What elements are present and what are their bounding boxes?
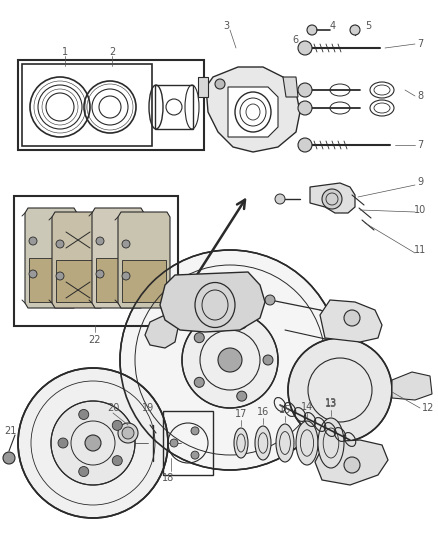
Circle shape <box>297 101 311 115</box>
Polygon shape <box>29 258 73 302</box>
Polygon shape <box>391 372 431 400</box>
Circle shape <box>122 240 130 248</box>
Text: 11: 11 <box>413 245 425 255</box>
Polygon shape <box>283 77 297 97</box>
Text: 15: 15 <box>278 405 290 415</box>
Circle shape <box>51 401 135 485</box>
Circle shape <box>194 377 204 387</box>
Text: 8: 8 <box>416 91 422 101</box>
Circle shape <box>321 189 341 209</box>
Circle shape <box>3 452 15 464</box>
Bar <box>18 60 204 150</box>
Text: 1: 1 <box>62 47 68 57</box>
Circle shape <box>343 457 359 473</box>
Circle shape <box>112 421 122 430</box>
Circle shape <box>215 79 225 89</box>
Circle shape <box>297 83 311 97</box>
Circle shape <box>56 272 64 280</box>
Circle shape <box>78 466 88 477</box>
Polygon shape <box>319 300 381 342</box>
Polygon shape <box>96 258 140 302</box>
Circle shape <box>287 338 391 442</box>
Text: 21: 21 <box>4 426 16 436</box>
Circle shape <box>343 310 359 326</box>
Bar <box>14 196 177 326</box>
Polygon shape <box>205 67 299 152</box>
Circle shape <box>120 250 339 470</box>
Circle shape <box>170 439 177 447</box>
Polygon shape <box>198 77 208 97</box>
Circle shape <box>96 237 104 245</box>
Polygon shape <box>92 208 144 308</box>
Polygon shape <box>145 315 177 348</box>
Text: 13: 13 <box>324 399 336 409</box>
Circle shape <box>182 312 277 408</box>
Ellipse shape <box>317 418 343 468</box>
Circle shape <box>96 270 104 278</box>
Circle shape <box>118 423 138 443</box>
Text: 13: 13 <box>324 398 336 408</box>
Ellipse shape <box>254 426 270 460</box>
Text: 3: 3 <box>223 21 229 31</box>
Ellipse shape <box>295 421 317 465</box>
Text: 22: 22 <box>88 335 101 345</box>
Polygon shape <box>52 212 104 308</box>
Circle shape <box>306 25 316 35</box>
Circle shape <box>236 391 246 401</box>
Circle shape <box>262 355 272 365</box>
Circle shape <box>18 368 168 518</box>
Circle shape <box>218 348 241 372</box>
Polygon shape <box>159 272 265 332</box>
Circle shape <box>194 333 204 343</box>
Bar <box>155 85 193 129</box>
Polygon shape <box>118 212 170 308</box>
Circle shape <box>236 319 246 329</box>
Text: 14: 14 <box>300 402 312 412</box>
Circle shape <box>297 138 311 152</box>
Text: 10: 10 <box>413 205 425 215</box>
Polygon shape <box>309 183 354 213</box>
Text: 5: 5 <box>364 21 370 31</box>
Polygon shape <box>122 260 166 302</box>
Circle shape <box>274 194 284 204</box>
Text: 19: 19 <box>141 403 154 413</box>
Circle shape <box>122 427 134 439</box>
Circle shape <box>191 451 198 459</box>
Circle shape <box>191 427 198 435</box>
Circle shape <box>85 435 101 451</box>
Polygon shape <box>25 208 77 308</box>
Text: 4: 4 <box>329 21 336 31</box>
Text: 20: 20 <box>106 403 119 413</box>
Circle shape <box>56 240 64 248</box>
Text: 17: 17 <box>234 409 247 419</box>
Text: 7: 7 <box>416 140 422 150</box>
Polygon shape <box>227 87 277 137</box>
Circle shape <box>58 438 68 448</box>
Bar <box>162 411 212 475</box>
Polygon shape <box>56 260 100 302</box>
Text: 18: 18 <box>162 473 174 483</box>
Circle shape <box>112 456 122 466</box>
Circle shape <box>349 25 359 35</box>
Bar <box>22 64 152 146</box>
Ellipse shape <box>276 424 293 462</box>
Text: 9: 9 <box>416 177 422 187</box>
Circle shape <box>29 237 37 245</box>
Circle shape <box>265 295 274 305</box>
Text: 16: 16 <box>256 407 268 417</box>
Text: 2: 2 <box>109 47 115 57</box>
Circle shape <box>122 272 130 280</box>
Circle shape <box>78 409 88 419</box>
Ellipse shape <box>233 428 247 458</box>
Text: 12: 12 <box>421 403 433 413</box>
Circle shape <box>29 270 37 278</box>
Circle shape <box>297 41 311 55</box>
Text: 6: 6 <box>291 35 297 45</box>
Text: 7: 7 <box>416 39 422 49</box>
Polygon shape <box>314 440 387 485</box>
